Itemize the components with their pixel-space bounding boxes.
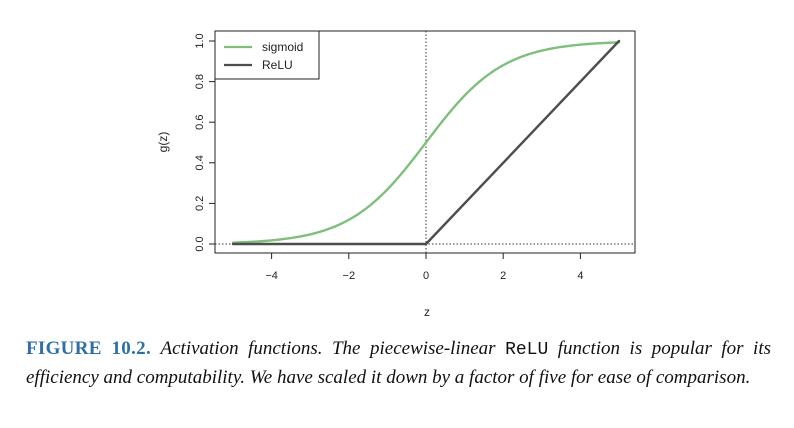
plot-frame bbox=[214, 30, 636, 254]
x-tick-label: −2 bbox=[343, 270, 356, 282]
legend: sigmoid ReLU bbox=[214, 30, 320, 80]
caption-text-after: function is popular for its efficiency a… bbox=[26, 338, 772, 388]
legend-entry-relu: ReLU bbox=[262, 58, 293, 72]
x-axis-label: z bbox=[424, 305, 430, 319]
figure-caption: FIGURE 10.2. Activation functions. The p… bbox=[26, 335, 771, 391]
y-axis-label: g(z) bbox=[156, 132, 170, 153]
y-tick-label: 0.4 bbox=[194, 155, 206, 170]
y-tick-label: 1.0 bbox=[194, 33, 206, 48]
y-tick-label: 0.0 bbox=[194, 236, 206, 251]
caption-text-before: Activation functions. The piecewise-line… bbox=[160, 338, 496, 359]
caption-code: ReLU bbox=[505, 340, 549, 360]
legend-box bbox=[214, 30, 320, 80]
x-tick-label: −4 bbox=[265, 270, 278, 282]
activation-functions-chart: −4 −2 0 2 4 0.0 0.2 0.4 0.6 0.8 1.0 z g(z) sigmoi… bbox=[156, 30, 636, 319]
y-tick-label: 0.6 bbox=[194, 115, 206, 130]
y-tick-label: 0.8 bbox=[194, 74, 206, 89]
legend-entry-sigmoid: sigmoid bbox=[262, 40, 303, 54]
x-tick-label: 4 bbox=[577, 270, 583, 282]
y-tick-label: 0.2 bbox=[194, 196, 206, 211]
x-tick-label: 0 bbox=[423, 270, 429, 282]
series-line-relu bbox=[231, 39, 621, 246]
caption-label: FIGURE 10.2. bbox=[26, 338, 151, 359]
series-line-sigmoid bbox=[231, 41, 621, 244]
x-tick-label: 2 bbox=[500, 270, 506, 282]
